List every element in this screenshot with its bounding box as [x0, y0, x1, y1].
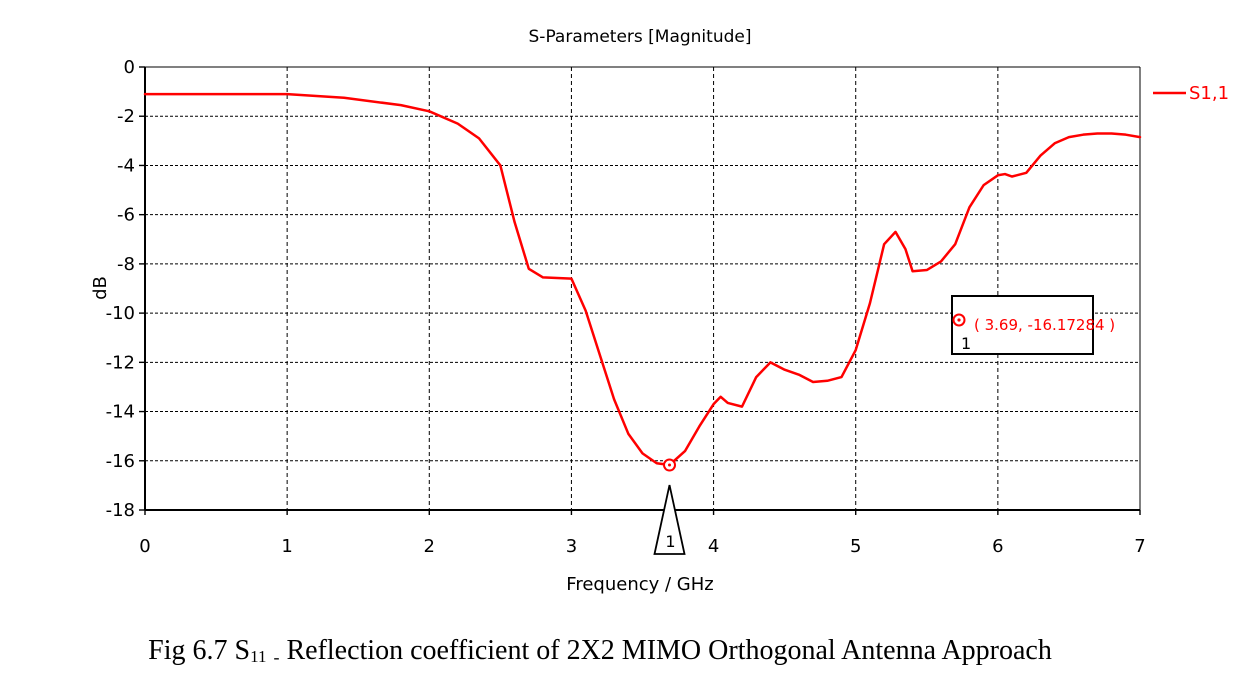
y-axis-tick-label: -10 — [106, 303, 135, 324]
y-axis-tick-label: -6 — [117, 205, 135, 226]
y-axis-tick-label: -16 — [106, 451, 135, 472]
legend-label-s11: S1,1 — [1189, 83, 1229, 104]
y-axis-tick-label: -14 — [106, 402, 135, 423]
marker-label-box: ( 3.69, -16.17284 ) 1 — [951, 295, 1115, 355]
marker-label-frame — [951, 295, 1094, 355]
x-axis-tick-label: 3 — [566, 536, 577, 557]
series-layer — [143, 92, 1142, 467]
x-axis-tick-label: 2 — [424, 536, 435, 557]
x-axis-tick-label: 5 — [850, 536, 861, 557]
caption-subscript: 11 — [250, 647, 267, 666]
x-axis-tick-label: 4 — [708, 536, 719, 557]
figure-caption: Fig 6.7 S11 - Reflection coefficient of … — [0, 635, 1200, 668]
marker-pointer — [653, 484, 686, 555]
axis-layer: 0 1 2 3 4 5 6 7 0 -2 -4 -6 -8 -10 -12 -14 -16 -18 — [106, 57, 1146, 557]
s-parameter-chart: S-Parameters [Magnitude] 0 1 2 3 4 5 6 7 0 -2 -4 -6… — [90, 27, 1229, 595]
marker-coordinate-label: ( 3.69, -16.17284 ) — [974, 316, 1115, 334]
y-axis-tick-label: -4 — [117, 155, 135, 176]
marker-label-id: 1 — [961, 334, 971, 353]
y-axis-tick-label: -2 — [117, 106, 135, 127]
caption-suffix: Reflection coefficient of 2X2 MIMO Ortho… — [286, 635, 1052, 666]
x-axis-tick-label: 0 — [139, 536, 150, 557]
marker-label-icon-dot — [957, 318, 961, 322]
marker-pointer-label: 1 — [665, 532, 675, 551]
x-axis-label: Frequency / GHz — [566, 574, 713, 595]
caption-prefix: Fig 6.7 S — [148, 635, 251, 666]
x-axis-tick-label: 1 — [281, 536, 292, 557]
y-axis-tick-label: -12 — [106, 352, 135, 373]
caption-separator: - — [273, 647, 280, 667]
x-axis-tick-label: 7 — [1134, 536, 1145, 557]
grid-layer — [145, 67, 1141, 510]
x-axis-tick-label: 6 — [992, 536, 1003, 557]
y-axis-label: dB — [90, 276, 111, 300]
y-axis-tick-label: -8 — [117, 254, 135, 275]
marker-point-dot — [668, 463, 672, 467]
legend: S1,1 — [1153, 83, 1229, 104]
y-axis-tick-label: -18 — [106, 500, 135, 521]
chart-title: S-Parameters [Magnitude] — [529, 27, 752, 47]
y-axis-tick-label: 0 — [124, 57, 135, 78]
marker-layer: 1 — [653, 458, 686, 555]
series-line-s11 — [143, 92, 1142, 467]
